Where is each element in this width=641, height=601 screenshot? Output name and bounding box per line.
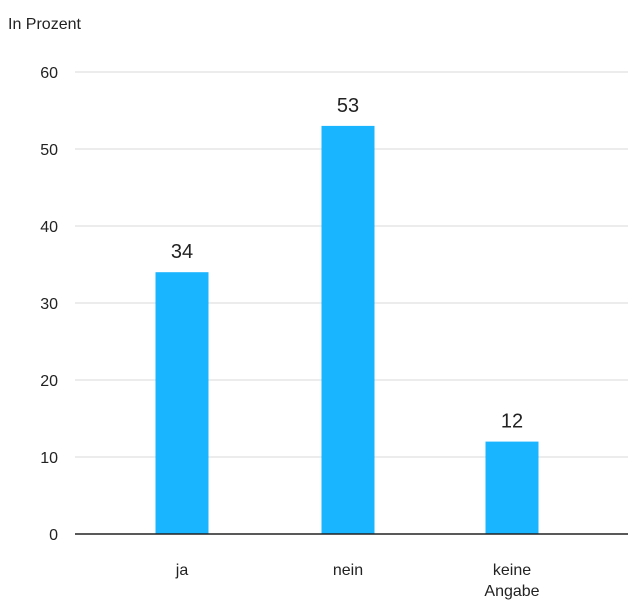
bar <box>155 272 209 534</box>
y-tick-label: 60 <box>40 65 58 82</box>
y-axis-label: In Prozent <box>8 16 81 33</box>
bar <box>485 441 539 534</box>
data-label: 12 <box>501 411 523 433</box>
y-tick-label: 20 <box>40 373 58 390</box>
x-tick-label: nein <box>333 562 363 579</box>
y-tick-label: 30 <box>40 296 58 313</box>
data-label: 53 <box>337 95 359 117</box>
y-tick-label: 10 <box>40 450 58 467</box>
bar <box>321 125 375 535</box>
x-tick-label: keine <box>493 562 531 579</box>
x-tick-label: Angabe <box>484 583 539 600</box>
data-label: 34 <box>171 241 193 263</box>
y-tick-label: 0 <box>49 527 58 544</box>
x-tick-label: ja <box>175 562 189 579</box>
y-tick-label: 40 <box>40 219 58 236</box>
y-tick-label: 50 <box>40 142 58 159</box>
